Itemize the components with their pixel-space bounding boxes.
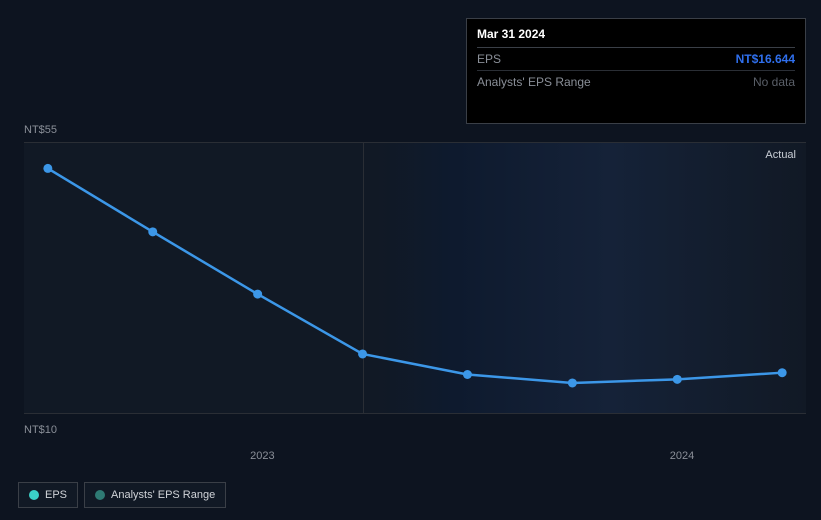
data-point[interactable] (148, 227, 157, 236)
legend-label: EPS (45, 489, 67, 501)
legend-swatch-icon (29, 490, 39, 500)
tooltip-row-range: Analysts' EPS Range No data (477, 71, 795, 93)
legend-swatch-icon (95, 490, 105, 500)
tooltip-label: Analysts' EPS Range (477, 75, 591, 89)
plot-area[interactable]: Actual (24, 142, 806, 414)
data-point[interactable] (43, 164, 52, 173)
tooltip-label: EPS (477, 52, 501, 66)
y-axis-max-label: NT$55 (24, 124, 57, 136)
line-chart-svg (24, 143, 806, 415)
tooltip-row-eps: EPS NT$16.644 (477, 48, 795, 71)
data-point[interactable] (463, 370, 472, 379)
tooltip-date: Mar 31 2024 (477, 27, 795, 48)
legend-item-eps[interactable]: EPS (18, 482, 78, 508)
eps-line (48, 168, 782, 383)
chart-legend: EPS Analysts' EPS Range (18, 482, 226, 508)
tooltip-value-nodata: No data (753, 75, 795, 89)
x-axis-tick-label: 2024 (670, 450, 694, 462)
y-axis-min-label: NT$10 (24, 424, 57, 436)
tooltip-value-eps: NT$16.644 (736, 52, 795, 66)
data-point[interactable] (673, 375, 682, 384)
chart-container: Mar 31 2024 EPS NT$16.644 Analysts' EPS … (0, 0, 821, 520)
legend-label: Analysts' EPS Range (111, 489, 215, 501)
x-axis-tick-label: 2023 (250, 450, 274, 462)
legend-item-range[interactable]: Analysts' EPS Range (84, 482, 226, 508)
hover-tooltip: Mar 31 2024 EPS NT$16.644 Analysts' EPS … (466, 18, 806, 124)
data-point[interactable] (253, 290, 262, 299)
data-point[interactable] (358, 349, 367, 358)
data-point[interactable] (778, 368, 787, 377)
data-point[interactable] (568, 378, 577, 387)
